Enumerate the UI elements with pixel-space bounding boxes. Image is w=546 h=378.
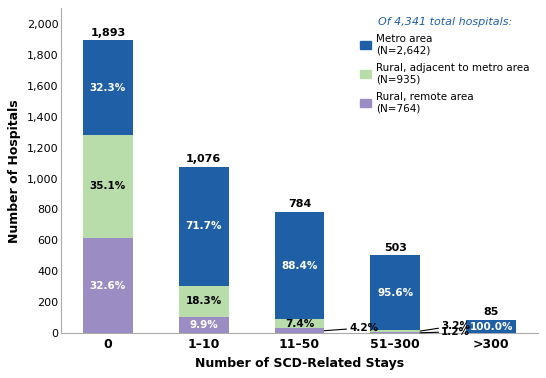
Bar [275, 319, 324, 328]
Text: 100.0%: 100.0% [470, 322, 513, 332]
Text: 4.2%: 4.2% [324, 323, 378, 333]
Bar [275, 328, 324, 333]
Bar [370, 256, 420, 330]
Text: 32.3%: 32.3% [90, 83, 126, 93]
Text: 1,893: 1,893 [90, 28, 126, 37]
Text: 9.9%: 9.9% [189, 320, 218, 330]
Text: 503: 503 [384, 243, 407, 253]
X-axis label: Number of SCD-Related Stays: Number of SCD-Related Stays [195, 357, 404, 370]
Bar [179, 316, 229, 333]
Text: 88.4%: 88.4% [281, 260, 318, 271]
Bar [83, 40, 133, 135]
Text: 95.6%: 95.6% [377, 288, 413, 297]
Text: 71.7%: 71.7% [186, 222, 222, 231]
Text: 18.3%: 18.3% [186, 296, 222, 306]
Bar [466, 320, 516, 333]
Bar [370, 332, 420, 333]
Text: 7.4%: 7.4% [285, 319, 314, 328]
Bar [179, 286, 229, 316]
Text: 1,076: 1,076 [186, 154, 221, 164]
Y-axis label: Number of Hospitals: Number of Hospitals [8, 99, 21, 243]
Bar [275, 212, 324, 319]
Legend: Metro area
(N=2,642), Rural, adjacent to metro area
(N=935), Rural, remote area
: Metro area (N=2,642), Rural, adjacent to… [357, 14, 532, 116]
Text: 1.2%: 1.2% [420, 327, 470, 337]
Bar [83, 238, 133, 333]
Text: 784: 784 [288, 199, 311, 209]
Bar [370, 330, 420, 332]
Bar [83, 135, 133, 238]
Bar [179, 167, 229, 286]
Text: 3.2%: 3.2% [420, 321, 470, 331]
Text: 85: 85 [483, 307, 499, 317]
Text: 32.6%: 32.6% [90, 280, 126, 291]
Text: 35.1%: 35.1% [90, 181, 126, 191]
